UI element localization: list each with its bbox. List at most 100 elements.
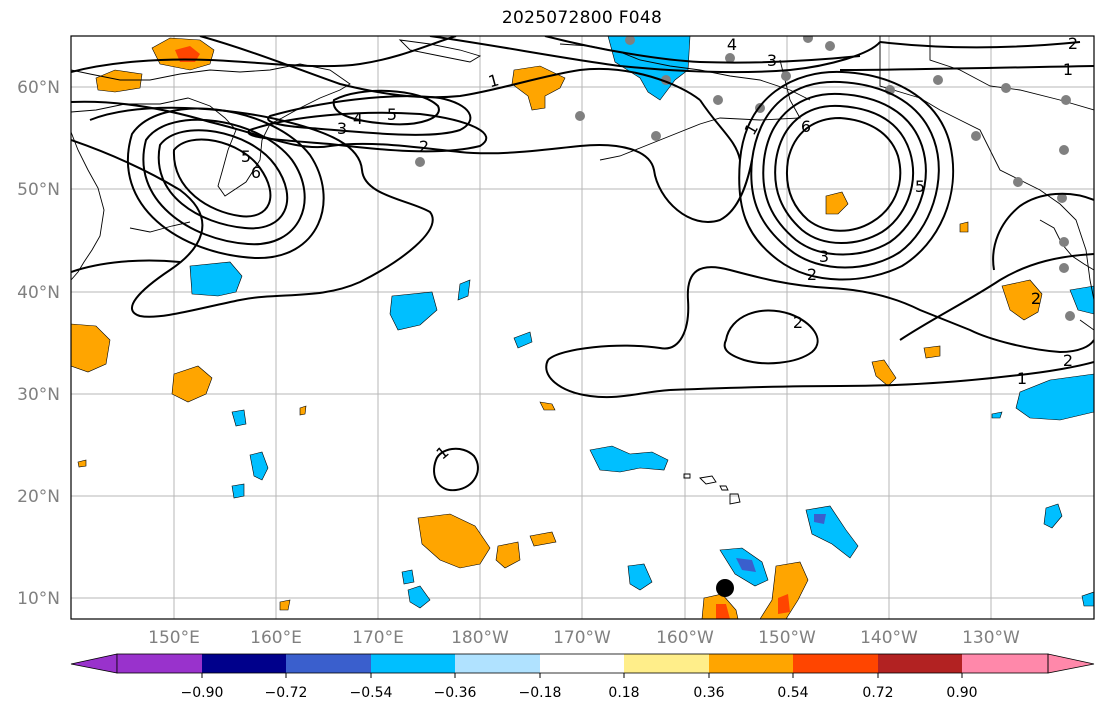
colorbar-bin: [540, 654, 625, 673]
colorbar-tick-labels: −0.90 −0.72 −0.54 −0.36 −0.18 0.18 0.36 …: [181, 685, 978, 701]
patch-orange: [539, 401, 556, 411]
colorbar-tick-label: 0.36: [693, 685, 724, 701]
patch-blue: [249, 451, 269, 481]
patch-orange: [495, 541, 521, 569]
lat-labels: 60°N 50°N 40°N 30°N 20°N 10°N: [17, 78, 60, 609]
lon-label: 180°W: [451, 628, 509, 648]
lon-label: 150°E: [148, 628, 200, 648]
patch-orange: [923, 345, 941, 359]
contour-label: 2: [419, 137, 429, 156]
patch-blue: [513, 331, 533, 349]
colorbar-tick-label: −0.90: [181, 685, 224, 701]
contour-label: 3: [337, 119, 347, 138]
patch-blue: [231, 483, 245, 499]
patch-blue: [1015, 373, 1094, 421]
colorbar-tick-label: −0.36: [434, 685, 477, 701]
colorbar-extend-high: [1047, 653, 1095, 674]
contour-label: 2: [1031, 289, 1041, 308]
colorbar-bin: [878, 654, 963, 673]
colorbar-tick-label: 0.54: [777, 685, 808, 701]
colorbar-tick-label: −0.54: [350, 685, 393, 701]
colorbar-tick-label: −0.72: [265, 685, 308, 701]
patch-orange: [511, 65, 566, 111]
colorbar-bin: [455, 654, 541, 673]
colorbar-bin: [793, 654, 879, 673]
colorbar-ticks: [201, 673, 963, 678]
lon-label: 150°W: [758, 628, 816, 648]
contour-label-layer: 1 4 5 3 2 5 6 4 3 2 1 1 6 5 3 2 2 2 1 2 …: [241, 34, 1078, 463]
contour-label: 1: [1063, 60, 1073, 79]
patch-blue: [589, 445, 669, 473]
lon-labels: 150°E 160°E 170°E 180°W 170°W 160°W 150°…: [148, 628, 1020, 648]
contour-label: 3: [819, 247, 829, 266]
contour-label: 6: [251, 163, 261, 182]
patch-orange: [279, 599, 291, 611]
patch-midblue: [736, 558, 756, 572]
patch-orange: [417, 513, 491, 569]
colorbar: [70, 653, 1095, 674]
patch-orange: [1001, 279, 1043, 321]
colorbar-bin: [624, 654, 710, 673]
patch-blue: [1069, 285, 1094, 315]
position-marker: [716, 579, 734, 597]
contour-label: 6: [801, 117, 811, 136]
map-title: 2025072800 F048: [501, 8, 663, 28]
colorbar-bin: [286, 654, 372, 673]
lon-label: 160°E: [250, 628, 302, 648]
patch-blue: [401, 569, 415, 585]
lat-label: 30°N: [17, 385, 60, 405]
patch-midblue: [814, 514, 826, 524]
map-frame: [70, 35, 1095, 620]
lon-label: 140°W: [860, 628, 918, 648]
colorbar-bin: [962, 654, 1048, 673]
patch-blue: [389, 291, 438, 331]
colorbar-bin: [371, 654, 456, 673]
lat-label: 50°N: [17, 180, 60, 200]
patch-orange: [95, 69, 143, 93]
colorbar-tick-label: −0.18: [519, 685, 562, 701]
contour-label: 2: [1068, 34, 1078, 53]
patch-red: [778, 594, 790, 614]
lon-label: 170°W: [553, 628, 611, 648]
lon-label: 130°W: [962, 628, 1020, 648]
contour-label: 5: [241, 147, 251, 166]
colorbar-tick-label: 0.90: [946, 685, 977, 701]
contour-lines: [71, 36, 1094, 492]
colorbar-tick-label: 0.18: [608, 685, 639, 701]
contour-label: 1: [1017, 369, 1027, 388]
patch-orange: [759, 561, 809, 619]
patch-blue: [189, 261, 243, 297]
contour-label: 5: [387, 105, 397, 124]
station-dots: [415, 36, 1075, 321]
patch-blue: [627, 563, 653, 591]
patch-blue: [1081, 591, 1094, 607]
patch-red: [175, 46, 200, 62]
patch-orange: [959, 221, 969, 233]
patch-blue: [991, 411, 1003, 419]
lat-label: 60°N: [17, 78, 60, 98]
patch-blue: [1043, 503, 1063, 529]
lon-label: 160°W: [656, 628, 714, 648]
patch-orange: [825, 191, 849, 215]
colorbar-bin: [709, 654, 794, 673]
lat-label: 10°N: [17, 589, 60, 609]
contour-label: 2: [807, 265, 817, 284]
contour-label: 1: [486, 70, 501, 91]
patch-orange: [71, 323, 111, 373]
contour-label: 2: [1063, 351, 1073, 370]
colorbar-bin: [117, 654, 203, 673]
patch-blue: [805, 505, 859, 559]
lon-label: 170°E: [352, 628, 404, 648]
patch-orange: [77, 459, 87, 468]
lat-label: 40°N: [17, 283, 60, 303]
contour-label: 5: [915, 177, 925, 196]
patch-orange: [171, 365, 213, 403]
colorbar-bin: [202, 654, 287, 673]
patch-blue: [457, 279, 471, 301]
contour-label: 4: [353, 109, 363, 128]
patch-orange: [529, 531, 557, 547]
patch-orange: [299, 405, 307, 416]
contour-label: 4: [727, 35, 737, 54]
colorbar-tick-label: 0.72: [862, 685, 893, 701]
